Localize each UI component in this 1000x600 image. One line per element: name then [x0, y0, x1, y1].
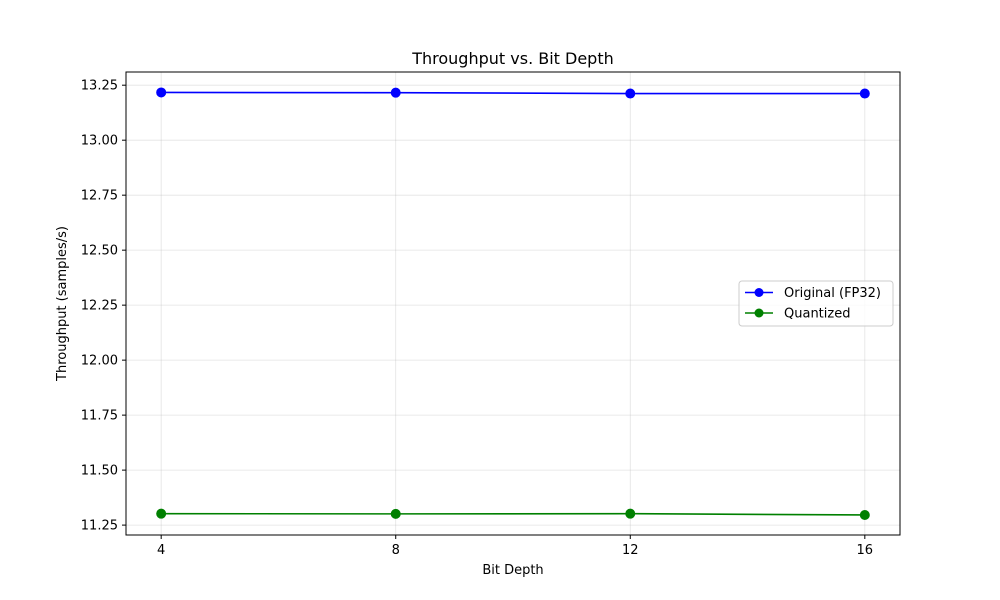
data-point [625, 508, 636, 519]
x-tick-label: 8 [392, 543, 400, 558]
legend-label: Original (FP32) [784, 286, 881, 301]
data-point [859, 509, 870, 520]
x-axis-label: Bit Depth [482, 563, 543, 578]
data-point [156, 508, 167, 519]
data-point [859, 88, 870, 99]
x-tick-label: 4 [157, 543, 165, 558]
x-tick-label: 16 [857, 543, 874, 558]
y-tick-label: 12.50 [81, 244, 118, 259]
legend-marker [754, 288, 764, 297]
y-axis-label: Throughput (samples/s) [55, 226, 70, 382]
y-tick-label: 11.25 [81, 519, 118, 534]
data-point [390, 87, 401, 98]
series-line [161, 512, 865, 516]
legend-marker [754, 308, 764, 318]
y-tick-label: 11.50 [81, 464, 118, 479]
legend-label: Quantized [784, 307, 850, 322]
y-tick-label: 12.00 [81, 354, 118, 369]
legend: Original (FP32) Quantized [738, 280, 894, 327]
y-tick-label: 11.75 [81, 409, 118, 424]
series-quantized [156, 508, 870, 520]
series-line [161, 91, 865, 95]
data-point [390, 508, 401, 519]
plot-area [125, 71, 901, 536]
x-tick-label: 12 [622, 543, 639, 558]
legend-item: Original (FP32) [745, 286, 881, 301]
legend-item: Quantized [745, 307, 850, 322]
data-point [625, 88, 636, 99]
series [156, 87, 870, 520]
series-original-fp32 [156, 87, 870, 99]
grid [126, 72, 900, 535]
y-tick-label: 13.00 [81, 134, 118, 149]
chart-title: Throughput vs. Bit Depth [411, 49, 614, 68]
legend-box [738, 280, 894, 327]
axis-ticks: 4 8 12 16 11.25 11.50 11.75 12.00 12.25 12.50 12.7… [81, 79, 873, 558]
data-point [156, 87, 167, 98]
y-tick-label: 12.75 [81, 189, 118, 204]
y-tick-label: 12.25 [81, 299, 118, 314]
y-tick-label: 13.25 [81, 79, 118, 94]
